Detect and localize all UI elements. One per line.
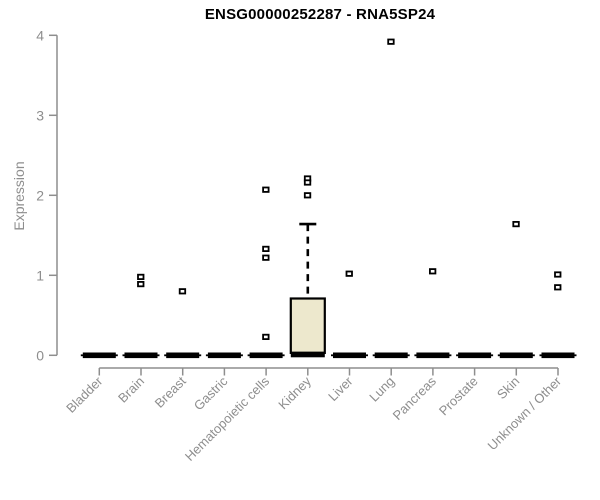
boxplot-lung [372, 38, 410, 359]
x-axis-tick-label-pancreas: Pancreas [390, 373, 440, 423]
y-axis-tick-label: 1 [36, 267, 44, 283]
median-line [166, 352, 200, 359]
median-line [416, 352, 450, 359]
boxplot-hematopoietic-cells [247, 186, 285, 359]
boxplot-gastric [205, 352, 243, 359]
outlier-point [554, 284, 562, 291]
x-axis-tick-label-breast: Breast [152, 373, 189, 410]
boxplot-liver [331, 270, 368, 359]
median-line [124, 352, 158, 359]
boxplot-breast [164, 288, 202, 359]
outlier-point [512, 220, 520, 228]
median-line [541, 352, 575, 359]
median-line [374, 352, 408, 359]
median-line [499, 352, 533, 359]
y-axis-tick-label: 3 [36, 107, 44, 123]
outlier-point [262, 254, 270, 261]
median-line [290, 351, 325, 358]
boxplot-brain [122, 273, 160, 359]
median-line [82, 352, 116, 359]
boxplot-unknown-other [539, 271, 577, 359]
outlier-point [137, 280, 145, 288]
outlier-point [137, 273, 145, 281]
median-line [458, 352, 492, 359]
median-line [333, 352, 366, 359]
x-axis-tick-label-liver: Liver [325, 373, 356, 404]
x-axis-tick-label-brain: Brain [115, 374, 147, 406]
median-line [207, 352, 241, 359]
outlier-point [262, 333, 270, 341]
x-axis-tick-label-kidney: Kidney [275, 373, 314, 412]
y-axis-tick-label: 4 [36, 27, 44, 43]
boxplot-bladder [80, 352, 118, 359]
outlier-point [303, 179, 312, 186]
outlier-point [262, 245, 270, 252]
boxplot-skin [497, 220, 535, 359]
chart-title: ENSG00000252287 - RNA5SP24 [204, 6, 436, 23]
boxplot-prostate [456, 352, 494, 359]
outlier-point [554, 271, 562, 278]
x-axis-tick-label-bladder: Bladder [63, 373, 106, 416]
boxplot-kidney [289, 175, 326, 358]
outlier-point [428, 268, 437, 275]
x-axis-tick-label-gastric: Gastric [191, 373, 231, 413]
box [289, 297, 326, 355]
x-axis-tick-label-lung: Lung [366, 374, 397, 405]
outlier-point [178, 288, 187, 295]
median-line [249, 352, 283, 359]
x-axis-tick-label-prostate: Prostate [436, 374, 481, 419]
y-axis-tick-label: 0 [36, 347, 44, 363]
outlier-point [303, 192, 312, 199]
x-axis-tick-label-skin: Skin [494, 374, 522, 402]
outlier-point [345, 270, 353, 277]
outlier-point [387, 38, 395, 45]
y-axis-tick-label: 2 [36, 187, 44, 203]
outlier-point [262, 186, 270, 193]
boxplot-pancreas [414, 268, 452, 359]
x-axis-tick-label-unknown-other: Unknown / Other [485, 373, 565, 453]
